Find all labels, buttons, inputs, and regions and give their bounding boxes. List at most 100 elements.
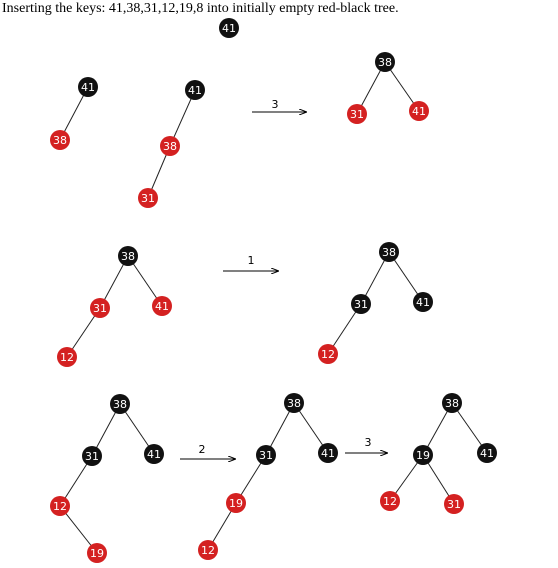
node-label: 41: [480, 447, 494, 460]
node-label: 31: [350, 108, 364, 121]
node-label: 19: [416, 449, 430, 462]
black-node-circle: [318, 443, 338, 463]
tree-node: 12: [50, 496, 70, 516]
red-node-circle: [50, 130, 70, 150]
tree-node: 38: [284, 393, 304, 413]
node-label: 12: [383, 495, 397, 508]
node-label: 31: [141, 192, 155, 205]
tree-node: 31: [82, 446, 102, 466]
tree-node: 41: [413, 292, 433, 312]
step-label: 3: [272, 98, 279, 111]
tree-edge: [293, 402, 329, 454]
tree-node: 41: [78, 77, 98, 97]
black-node-circle: [110, 394, 130, 414]
node-label: 41: [412, 105, 426, 118]
tree-edge: [119, 403, 155, 455]
tree-edge: [388, 251, 424, 303]
black-node-circle: [442, 393, 462, 413]
tree-node: 41: [219, 18, 239, 38]
red-node-circle: [138, 188, 158, 208]
tree-node: 38: [50, 130, 70, 150]
tree-node: 41: [409, 101, 429, 121]
black-node-circle: [118, 246, 138, 266]
black-node-circle: [477, 443, 497, 463]
step-arrow: 2: [180, 443, 236, 459]
black-node-circle: [351, 294, 371, 314]
node-label: 38: [121, 250, 135, 263]
tree-node: 38: [379, 242, 399, 262]
red-node-circle: [347, 104, 367, 124]
red-node-circle: [90, 298, 110, 318]
tree-edge: [169, 89, 196, 147]
step-label: 3: [365, 436, 372, 449]
node-label: 12: [321, 348, 335, 361]
red-node-circle: [380, 491, 400, 511]
tree-node: 19: [87, 543, 107, 563]
red-node-circle: [160, 136, 180, 156]
node-label: 12: [53, 500, 67, 513]
black-node-circle: [219, 18, 239, 38]
red-node-circle: [57, 347, 77, 367]
node-label: 38: [445, 397, 459, 410]
tree-node: 41: [318, 443, 338, 463]
tree-node: 12: [318, 344, 338, 364]
tree-node: 41: [185, 80, 205, 100]
node-label: 41: [416, 296, 430, 309]
tree-node: 41: [144, 444, 164, 464]
node-label: 12: [201, 544, 215, 557]
black-node-circle: [375, 52, 395, 72]
node-label: 38: [382, 246, 396, 259]
red-node-circle: [318, 344, 338, 364]
red-node-circle: [198, 540, 218, 560]
step-arrow: 1: [223, 254, 279, 271]
node-label: 31: [354, 298, 368, 311]
black-node-circle: [144, 444, 164, 464]
tree-node: 19: [226, 493, 246, 513]
red-node-circle: [226, 493, 246, 513]
red-node-circle: [409, 101, 429, 121]
tree-node: 31: [138, 188, 158, 208]
black-node-circle: [379, 242, 399, 262]
tree-node: 31: [256, 445, 276, 465]
node-label: 19: [90, 547, 104, 560]
node-label: 41: [222, 22, 236, 35]
node-label: 31: [85, 450, 99, 463]
tree-node: 31: [351, 294, 371, 314]
tree-node: 38: [442, 393, 462, 413]
black-node-circle: [413, 292, 433, 312]
node-label: 41: [155, 300, 169, 313]
tree-node: 38: [375, 52, 395, 72]
tree-edge: [127, 255, 163, 307]
tree-node: 31: [347, 104, 367, 124]
black-node-circle: [185, 80, 205, 100]
node-label: 38: [113, 398, 127, 411]
red-node-circle: [50, 496, 70, 516]
red-node-circle: [152, 296, 172, 316]
black-node-circle: [256, 445, 276, 465]
node-label: 12: [60, 351, 74, 364]
node-label: 38: [163, 140, 177, 153]
node-label: 31: [447, 498, 461, 511]
node-label: 41: [188, 84, 202, 97]
node-label: 38: [287, 397, 301, 410]
tree-node: 38: [118, 246, 138, 266]
node-label: 38: [53, 134, 67, 147]
step-label: 1: [248, 254, 255, 267]
tree-node: 12: [198, 540, 218, 560]
node-label: 19: [229, 497, 243, 510]
black-node-circle: [78, 77, 98, 97]
step-arrow: 3: [345, 436, 388, 453]
node-label: 41: [81, 81, 95, 94]
tree-node: 12: [380, 491, 400, 511]
step-label: 2: [199, 443, 206, 456]
tree-node: 38: [110, 394, 130, 414]
black-node-circle: [413, 445, 433, 465]
black-node-circle: [284, 393, 304, 413]
tree-node: 31: [444, 494, 464, 514]
red-node-circle: [444, 494, 464, 514]
black-node-circle: [82, 446, 102, 466]
caption: Inserting the keys: 41,38,31,12,19,8 int…: [2, 1, 399, 16]
tree-node: 19: [413, 445, 433, 465]
